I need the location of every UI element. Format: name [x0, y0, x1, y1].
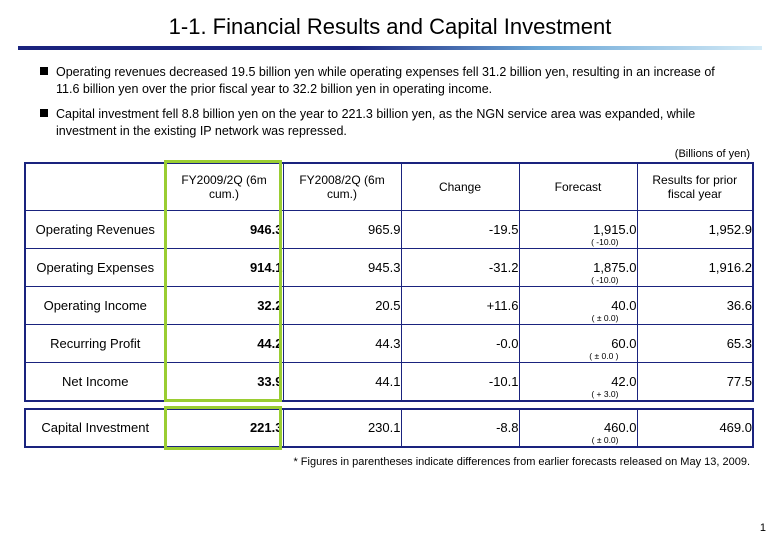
bullet-square-icon [40, 109, 48, 117]
unit-label: (Billions of yen) [0, 148, 750, 160]
cell-change: -19.5 [401, 211, 519, 249]
cell-change: -0.0 [401, 325, 519, 363]
cell-fy2009: 914.1 [165, 249, 283, 287]
cell-prior: 36.6 [637, 287, 753, 325]
row-label: Net Income [25, 363, 165, 401]
cell-fy2008: 965.9 [283, 211, 401, 249]
table-row: Recurring Profit 44.2 44.3 -0.0 60.0( ± … [25, 325, 753, 363]
cell-fy2009: 33.9 [165, 363, 283, 401]
table-row: Operating Expenses 914.1 945.3 -31.2 1,8… [25, 249, 753, 287]
cell-prior: 65.3 [637, 325, 753, 363]
bullet-item: Operating revenues decreased 19.5 billio… [40, 64, 740, 98]
cell-forecast: 1,875.0( -10.0) [519, 249, 637, 287]
footnote-text: * Figures in parentheses indicate differ… [0, 456, 750, 468]
cell-change: -31.2 [401, 249, 519, 287]
row-label: Capital Investment [25, 409, 165, 447]
col-header-prior: Results for prior fiscal year [637, 163, 753, 211]
capex-table: Capital Investment 221.3 230.1 -8.8 460.… [24, 408, 754, 448]
title-underline-bar [18, 46, 762, 50]
cell-change: -10.1 [401, 363, 519, 401]
bullet-item: Capital investment fell 8.8 billion yen … [40, 106, 740, 140]
cell-fy2008: 44.3 [283, 325, 401, 363]
cell-change: +11.6 [401, 287, 519, 325]
summary-bullets: Operating revenues decreased 19.5 billio… [40, 64, 740, 140]
cell-forecast: 460.0( ± 0.0) [519, 409, 637, 447]
cell-prior: 469.0 [637, 409, 753, 447]
row-label: Recurring Profit [25, 325, 165, 363]
col-header-fy2009: FY2009/2Q (6m cum.) [165, 163, 283, 211]
cell-fy2009: 221.3 [165, 409, 283, 447]
cell-fy2009: 44.2 [165, 325, 283, 363]
col-header-blank [25, 163, 165, 211]
table-row: Operating Revenues 946.3 965.9 -19.5 1,9… [25, 211, 753, 249]
bullet-text: Capital investment fell 8.8 billion yen … [56, 106, 740, 140]
cell-fy2008: 20.5 [283, 287, 401, 325]
forecast-diff: ( -10.0) [591, 275, 618, 285]
cell-forecast: 40.0( ± 0.0) [519, 287, 637, 325]
cell-prior: 77.5 [637, 363, 753, 401]
bullet-square-icon [40, 67, 48, 75]
col-header-fy2008: FY2008/2Q (6m cum.) [283, 163, 401, 211]
forecast-diff: ( -10.0) [591, 237, 618, 247]
cell-forecast: 1,915.0( -10.0) [519, 211, 637, 249]
col-header-forecast: Forecast [519, 163, 637, 211]
row-label: Operating Expenses [25, 249, 165, 287]
table-row: Net Income 33.9 44.1 -10.1 42.0( + 3.0) … [25, 363, 753, 401]
cell-forecast: 42.0( + 3.0) [519, 363, 637, 401]
col-header-change: Change [401, 163, 519, 211]
bullet-text: Operating revenues decreased 19.5 billio… [56, 64, 740, 98]
forecast-diff: ( ± 0.0 ) [589, 351, 618, 361]
forecast-diff: ( + 3.0) [591, 389, 618, 399]
forecast-diff: ( ± 0.0) [592, 435, 619, 445]
cell-fy2009: 946.3 [165, 211, 283, 249]
cell-fy2008: 945.3 [283, 249, 401, 287]
cell-forecast: 60.0( ± 0.0 ) [519, 325, 637, 363]
page-title: 1-1. Financial Results and Capital Inves… [0, 0, 780, 46]
cell-fy2008: 230.1 [283, 409, 401, 447]
page-number: 1 [760, 522, 766, 534]
row-label: Operating Revenues [25, 211, 165, 249]
financial-results-table: FY2009/2Q (6m cum.) FY2008/2Q (6m cum.) … [24, 162, 754, 402]
cell-change: -8.8 [401, 409, 519, 447]
row-label: Operating Income [25, 287, 165, 325]
cell-fy2009: 32.2 [165, 287, 283, 325]
cell-fy2008: 44.1 [283, 363, 401, 401]
table-row: Operating Income 32.2 20.5 +11.6 40.0( ±… [25, 287, 753, 325]
cell-prior: 1,916.2 [637, 249, 753, 287]
table-row: Capital Investment 221.3 230.1 -8.8 460.… [25, 409, 753, 447]
table-header-row: FY2009/2Q (6m cum.) FY2008/2Q (6m cum.) … [25, 163, 753, 211]
forecast-diff: ( ± 0.0) [592, 313, 619, 323]
cell-prior: 1,952.9 [637, 211, 753, 249]
